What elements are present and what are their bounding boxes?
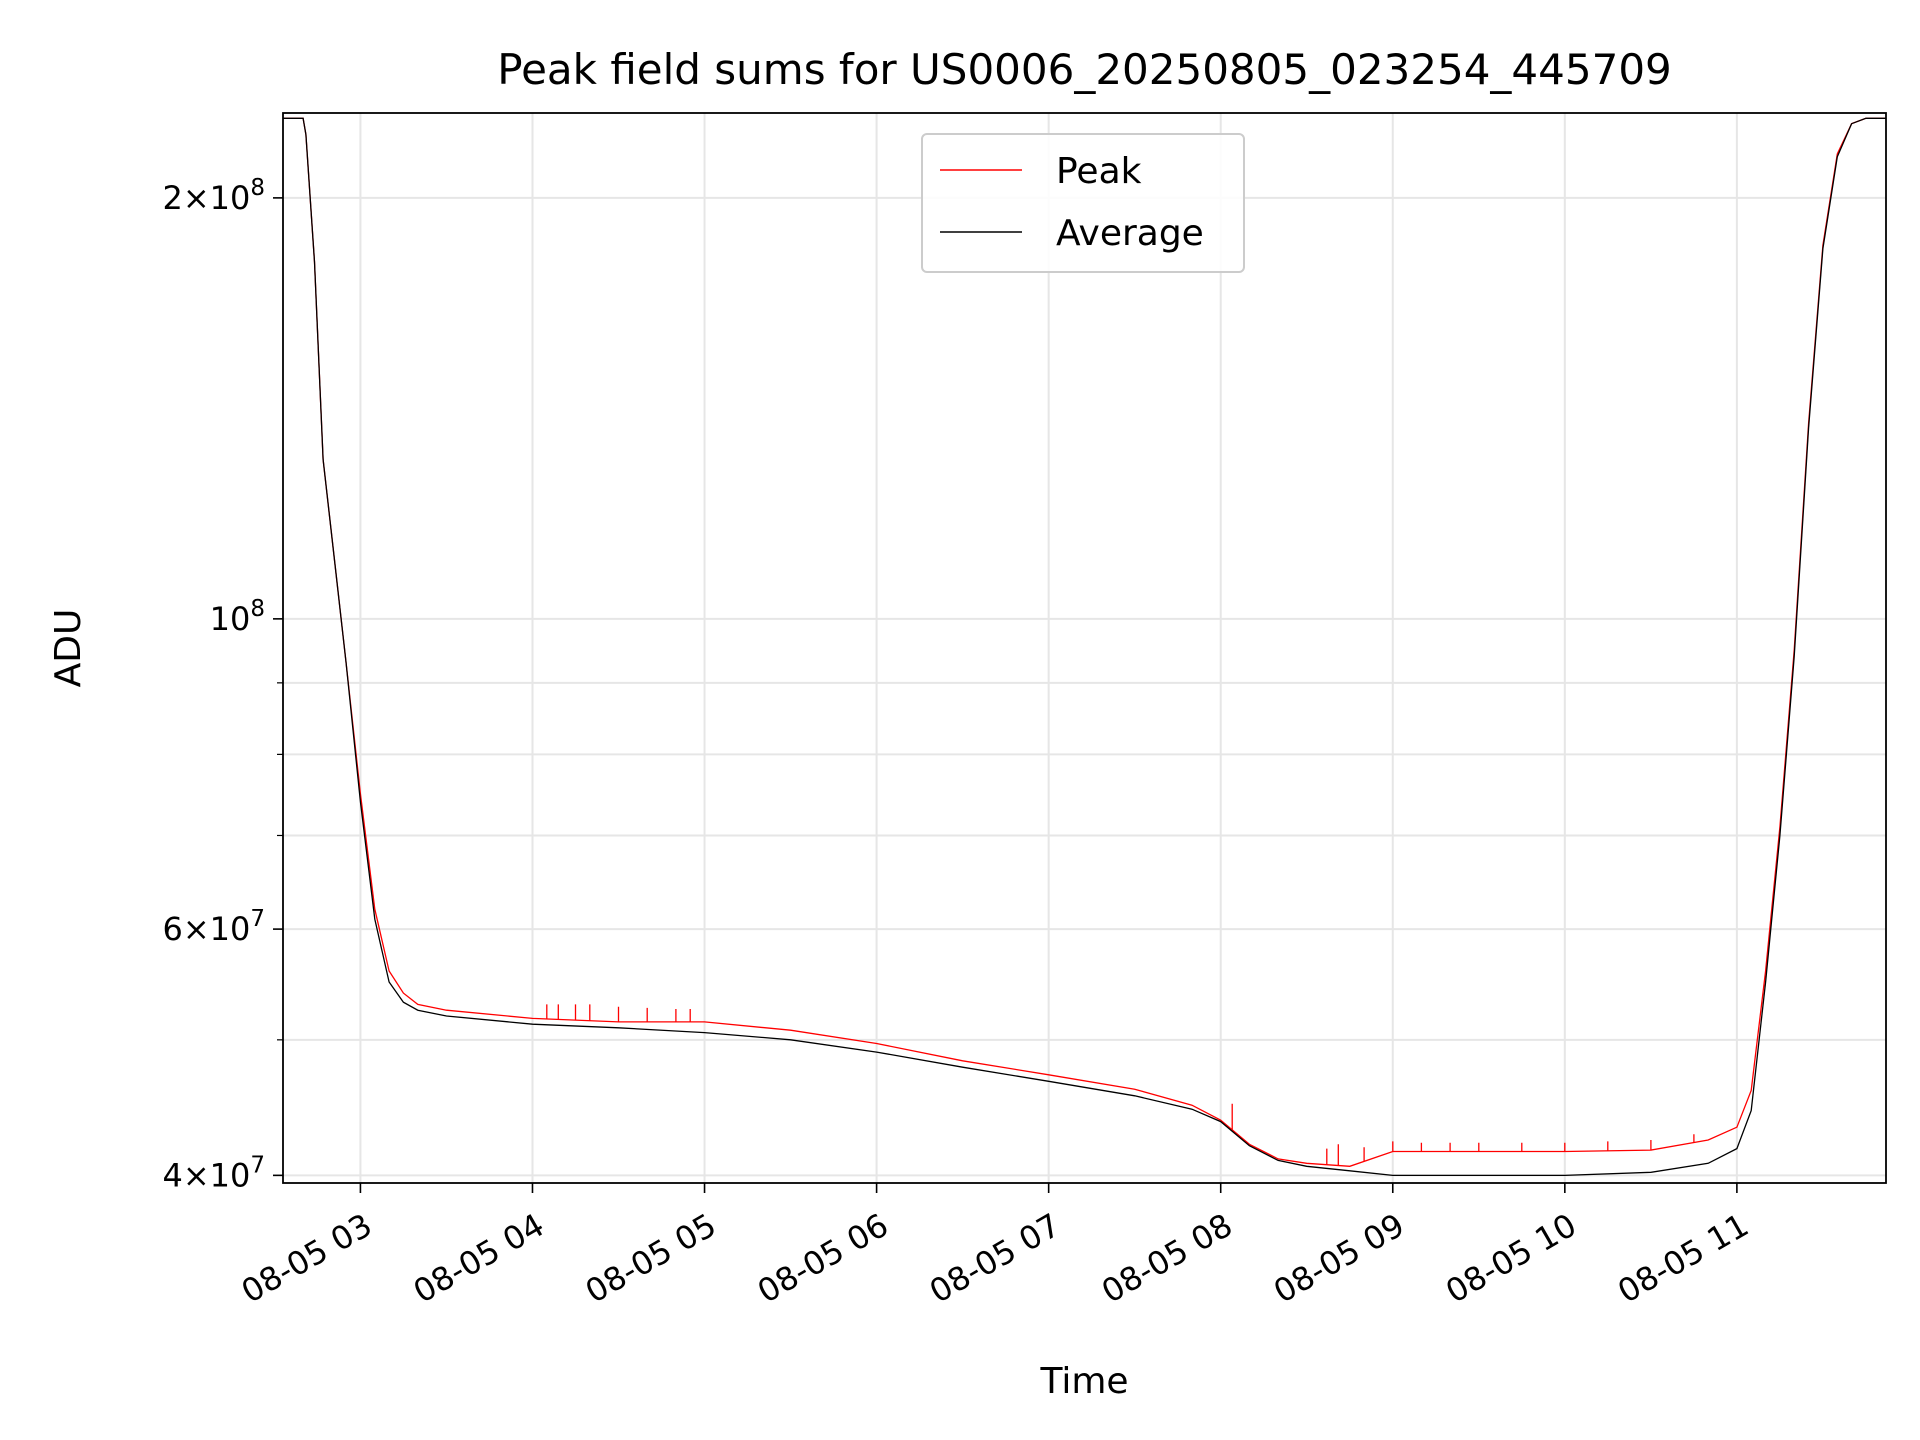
legend-box (921, 133, 1245, 273)
x-tick-label: 08-05 03 (235, 1206, 379, 1311)
series-spikes-peak (546, 1004, 1695, 1166)
x-axis-ticks: 08-05 03 08-05 04 08-05 05 08-05 06 08-05 07… (235, 1183, 1755, 1311)
x-tick-label: 08-05 06 (751, 1206, 895, 1311)
y-tick-label: 6×107 (162, 906, 265, 948)
legend-label-average: Average (1056, 213, 1204, 254)
x-tick-label: 08-05 08 (1095, 1206, 1239, 1311)
x-gridlines (359, 113, 1738, 1183)
legend-label-peak: Peak (1056, 151, 1142, 192)
plot-series (283, 117, 1886, 1177)
y-gridlines (283, 196, 1886, 1177)
y-tick-label: 2×108 (162, 175, 265, 217)
y-axis-ticks: 4×107 6×107 108 2×108 (162, 175, 283, 1194)
chart-title: Peak field sums for US0006_20250805_0232… (497, 45, 1672, 94)
plot-frame (282, 112, 1887, 1184)
x-tick-label: 08-05 09 (1267, 1206, 1411, 1311)
x-axis-label: Time (1039, 1361, 1128, 1402)
x-tick-label: 08-05 05 (579, 1206, 723, 1311)
y-axis-label: ADU (48, 609, 89, 688)
x-tick-label: 08-05 10 (1439, 1206, 1583, 1311)
series-line-peak (283, 117, 1886, 1167)
x-tick-label: 08-05 04 (407, 1206, 551, 1311)
series-line-average (283, 117, 1886, 1177)
x-tick-label: 08-05 07 (923, 1206, 1067, 1311)
x-tick-label: 08-05 11 (1611, 1206, 1755, 1311)
y-tick-label: 4×107 (162, 1152, 265, 1194)
legend: Peak Average (921, 133, 1245, 273)
y-tick-label: 108 (210, 596, 265, 638)
